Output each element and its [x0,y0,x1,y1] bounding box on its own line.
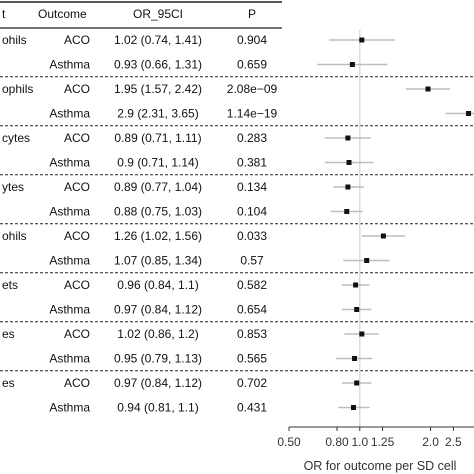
row-or-ci: 0.89 (0.77, 1.04) [114,180,202,194]
row-or-ci: 2.9 (2.31, 3.65) [117,107,198,121]
row-outcome: Asthma [49,156,90,170]
row-or-ci: 0.89 (0.71, 1.11) [114,131,201,145]
row-outcome: ACO [64,327,90,341]
point-estimate [425,86,431,92]
row-outcome: ACO [64,180,90,194]
group-label: es [2,376,15,390]
row-or-ci: 0.9 (0.71, 1.14) [117,156,198,170]
point-estimate [364,258,370,263]
header-or-ci: OR_95CI [133,7,183,21]
row-p-value: 0.654 [237,303,267,317]
row-outcome: Asthma [49,107,90,121]
row-p-value: 2.08e−09 [227,82,278,96]
point-estimate [345,135,351,141]
group-label: ophils [2,82,33,96]
point-estimate [380,233,386,239]
row-p-value: 0.904 [237,33,267,47]
point-estimate [345,184,351,190]
group-label: ohils [2,229,27,243]
row-or-ci: 1.07 (0.85, 1.34) [114,254,202,268]
point-estimate [466,111,472,116]
row-outcome: Asthma [49,254,90,268]
row-outcome: ACO [64,229,90,243]
x-axis-tick-label: 2.0 [422,435,439,449]
row-or-ci: 0.97 (0.84, 1.12) [114,303,202,317]
row-or-ci: 0.96 (0.84, 1.1) [117,278,198,292]
row-p-value: 0.033 [237,229,267,243]
x-axis-title: OR for outcome per SD cell [304,459,457,473]
group-label: es [2,327,15,341]
row-or-ci: 0.93 (0.66, 1.31) [114,58,202,72]
row-outcome: ACO [64,131,90,145]
row-or-ci: 1.02 (0.74, 1.41) [114,33,202,47]
row-p-value: 0.57 [240,254,264,268]
row-outcome: Asthma [49,352,90,366]
row-outcome: Asthma [49,205,90,219]
row-or-ci: 0.95 (0.79, 1.13) [114,352,202,366]
point-estimate [354,380,360,386]
row-p-value: 0.381 [237,156,267,170]
x-axis-tick-label: 1.25 [371,435,395,449]
row-outcome: Asthma [49,58,90,72]
row-p-value: 0.134 [237,180,267,194]
point-estimate [354,307,360,312]
row-p-value: 0.582 [237,278,267,292]
point-estimate [344,209,350,214]
point-estimate [352,356,358,361]
row-p-value: 0.431 [237,401,267,415]
point-estimate [359,331,365,337]
x-axis-tick-label: 0.50 [277,435,301,449]
row-or-ci: 0.97 (0.84, 1.12) [114,376,202,390]
row-outcome: ACO [64,82,90,96]
group-label: ohils [2,33,27,47]
group-label: cytes [2,131,30,145]
row-or-ci: 1.26 (1.02, 1.56) [114,229,202,243]
row-p-value: 0.565 [237,352,267,366]
point-estimate [359,37,365,43]
group-label: ytes [2,180,24,194]
row-outcome: ACO [64,278,90,292]
header-p: P [248,7,256,21]
x-axis-tick-label: 0.80 [325,435,349,449]
row-or-ci: 0.88 (0.75, 1.03) [114,205,202,219]
point-estimate [346,160,352,165]
row-or-ci: 0.94 (0.81, 1.1) [117,401,198,415]
row-p-value: 0.702 [237,376,267,390]
point-estimate [350,405,356,410]
row-p-value: 0.104 [237,205,267,219]
row-or-ci: 1.95 (1.57, 2.42) [114,82,202,96]
row-p-value: 0.853 [237,327,267,341]
x-axis-tick-label: 1.0 [351,435,368,449]
forest-plot: 0.50 0.80 1.0 1.25 2.0 2.5 OR for outcome per … [277,30,474,473]
row-p-value: 0.659 [237,58,267,72]
row-outcome: Asthma [49,303,90,317]
row-or-ci: 1.02 (0.86, 1.2) [117,327,198,341]
row-p-value: 0.283 [237,131,267,145]
row-outcome: Asthma [49,401,90,415]
x-axis-tick-label: 2.5 [445,435,462,449]
row-p-value: 1.14e−19 [227,107,278,121]
row-outcome: ACO [64,376,90,390]
point-estimate [353,282,359,288]
header-outcome: Outcome [38,7,87,21]
row-outcome: ACO [64,33,90,47]
header-exposure: t [2,7,6,21]
group-label: ets [2,278,18,292]
point-estimate [349,62,355,67]
